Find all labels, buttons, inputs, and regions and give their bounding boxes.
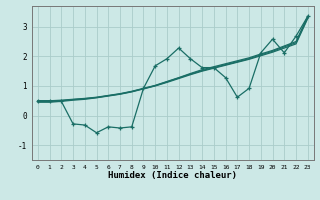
X-axis label: Humidex (Indice chaleur): Humidex (Indice chaleur) bbox=[108, 171, 237, 180]
